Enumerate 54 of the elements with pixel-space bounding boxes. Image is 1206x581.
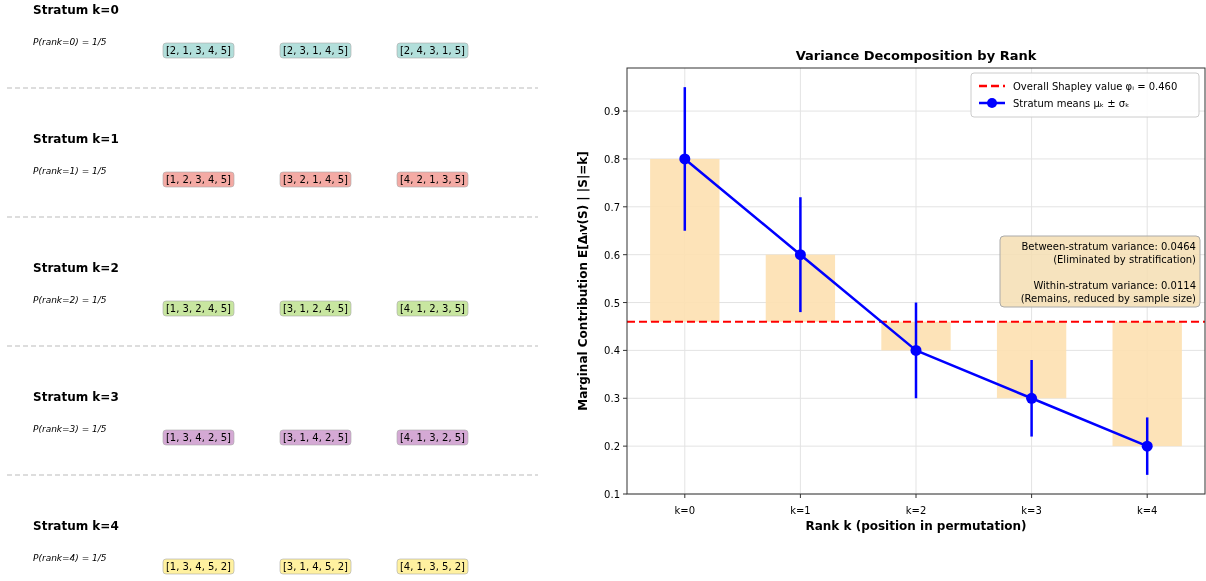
x-axis-title: Rank k (position in permutation): [805, 519, 1027, 533]
text: P(rank=0) = 1/5: [33, 37, 107, 47]
bar: [650, 158, 720, 322]
text: [3, 1, 4, 2, 5]: [282, 432, 349, 443]
point: [910, 344, 922, 356]
text: [3, 1, 4, 5, 2]: [282, 561, 349, 572]
text: P(rank=2) = 1/5: [33, 295, 107, 305]
text: Stratum k=0: [33, 3, 119, 17]
text: [2, 1, 3, 4, 5]: [165, 45, 232, 56]
text: [2, 3, 1, 4, 5]: [282, 45, 349, 56]
legend-label: Overall Shapley value φᵢ = 0.460: [1013, 81, 1178, 92]
text: P(rank=1) = 1/5: [33, 166, 107, 176]
text: Stratum k=4: [33, 519, 119, 533]
text: [4, 1, 2, 3, 5]: [399, 303, 466, 314]
text: Stratum k=3: [33, 390, 119, 404]
text: [1, 3, 4, 5, 2]: [165, 561, 232, 572]
y-tick-label: 0.2: [604, 441, 620, 453]
x-tick-label: k=2: [905, 505, 927, 516]
y-tick-label: 0.6: [604, 249, 620, 261]
text: [2, 4, 3, 1, 5]: [399, 45, 466, 56]
point: [1141, 440, 1153, 452]
x-tick-label: k=4: [1136, 505, 1158, 516]
x-tick-label: k=0: [674, 505, 696, 516]
x-tick-label: k=3: [1021, 505, 1042, 516]
text: [4, 1, 3, 5, 2]: [399, 561, 466, 572]
y-tick-label: 0.3: [604, 393, 620, 405]
point: [1026, 392, 1038, 404]
text: [4, 1, 3, 2, 5]: [399, 432, 466, 443]
text: [4, 2, 1, 3, 5]: [399, 174, 466, 185]
y-tick-label: 0.5: [604, 297, 620, 309]
text: P(rank=4) = 1/5: [33, 553, 107, 563]
text: Between-stratum variance: 0.0464 (Eliminated by stratification) Within-stratum variance: 0.0114 (Remains, reduced by sample size): [1020, 241, 1196, 304]
y-tick-label: 0.7: [604, 201, 620, 213]
text: Stratum k=2: [33, 261, 119, 275]
y-tick-label: 0.9: [604, 106, 620, 118]
text: P(rank=3) = 1/5: [33, 424, 107, 434]
bar: [765, 254, 836, 322]
bar: [1112, 321, 1182, 447]
x-tick-label: k=1: [790, 505, 811, 516]
y-tick-label: 0.4: [604, 345, 620, 357]
y-tick-label: 0.1: [604, 489, 620, 500]
text: [1, 3, 2, 4, 5]: [165, 303, 232, 314]
legend-label: Stratum means μₖ ± σₖ: [1013, 98, 1130, 109]
text: [3, 2, 1, 4, 5]: [282, 174, 349, 185]
point: [679, 153, 691, 165]
text: [1, 3, 4, 2, 5]: [165, 432, 232, 443]
text: [1, 2, 3, 4, 5]: [165, 174, 232, 185]
point: [794, 249, 806, 261]
chart-title: Variance Decomposition by Rank: [795, 48, 1037, 63]
text: Stratum k=1: [33, 132, 119, 146]
y-axis-title: Marginal Contribution E[Δᵢv(S) | |S|=k]: [576, 151, 590, 411]
text: [3, 1, 2, 4, 5]: [282, 303, 349, 314]
bar: [996, 321, 1067, 399]
y-tick-label: 0.8: [604, 153, 620, 165]
